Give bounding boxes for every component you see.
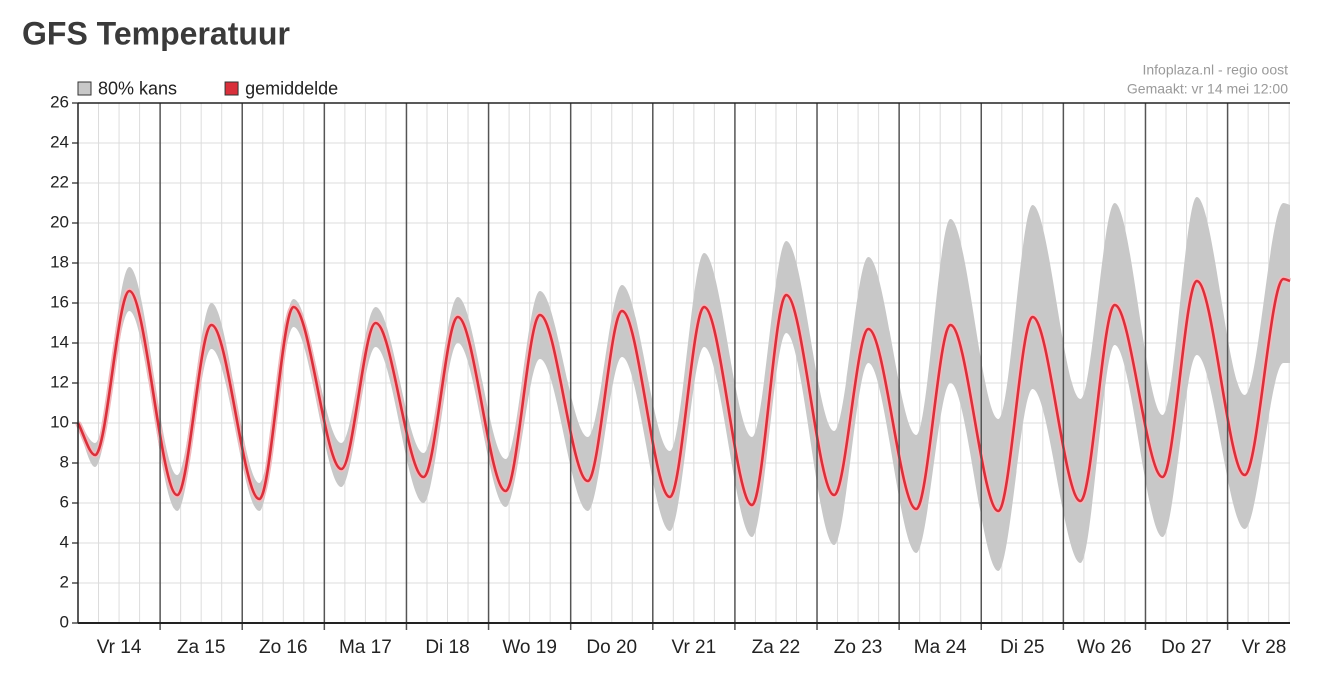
made-note: Gemaakt: vr 14 mei 12:00 — [1127, 81, 1288, 97]
x-tick-label: Vr 21 — [671, 637, 716, 658]
x-tick-label: Zo 16 — [259, 637, 308, 658]
line — [76, 277, 1291, 513]
x-tick-label: Ma 24 — [914, 637, 967, 658]
y-tick-label: 0 — [60, 612, 69, 631]
y-tick-label: 18 — [50, 252, 69, 271]
y-tick-label: 16 — [50, 292, 69, 311]
x-tick-label: Vr 28 — [1242, 637, 1287, 658]
y-tick-label: 8 — [60, 452, 69, 471]
x-tick-label: Wo 26 — [1077, 637, 1132, 658]
band-area — [78, 197, 1290, 571]
legend-swatch — [224, 81, 239, 96]
x-tick-label: Za 22 — [752, 637, 801, 658]
x-tick-label: Di 25 — [1000, 637, 1044, 658]
x-tick-label: Zo 23 — [834, 637, 883, 658]
y-tick-label: 4 — [60, 532, 69, 551]
legend-swatch — [77, 81, 92, 96]
y-tick-label: 10 — [50, 412, 69, 431]
x-tick-label: Do 20 — [586, 637, 637, 658]
y-tick-label: 24 — [50, 132, 69, 151]
x-tick-label: Vr 14 — [97, 637, 142, 658]
y-tick-label: 14 — [50, 332, 69, 351]
x-tick-label: Di 18 — [425, 637, 469, 658]
chart-title: GFS Temperatuur — [22, 15, 290, 51]
x-tick-label: Wo 19 — [502, 637, 557, 658]
x-tick-label: Do 27 — [1161, 637, 1212, 658]
y-tick-label: 12 — [50, 372, 69, 391]
source-note: Infoplaza.nl - regio oost — [1142, 62, 1288, 78]
legend-label: 80% kans — [98, 78, 177, 98]
x-tick-label: Za 15 — [177, 637, 226, 658]
y-tick-label: 26 — [50, 92, 69, 111]
legend-label: gemiddelde — [245, 78, 338, 98]
x-tick-label: Ma 17 — [339, 637, 392, 658]
y-tick-label: 20 — [50, 212, 69, 231]
y-tick-label: 22 — [50, 172, 69, 191]
y-tick-label: 6 — [60, 492, 69, 511]
y-tick-label: 2 — [60, 572, 69, 591]
